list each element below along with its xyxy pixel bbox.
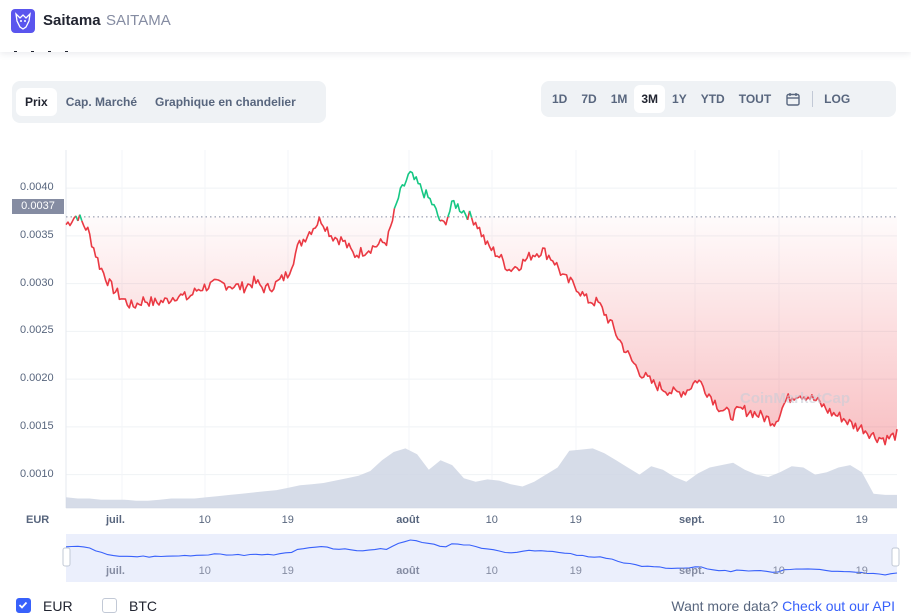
x-tick-label: 10: [485, 514, 498, 526]
y-tick-label: 0.0020: [20, 372, 54, 385]
tab-prix[interactable]: Prix: [16, 88, 57, 116]
y-tick-label: 0.0040: [20, 181, 54, 194]
range-1m[interactable]: 1M: [604, 85, 635, 113]
range-3m[interactable]: 3M: [634, 85, 666, 113]
api-prompt: Want more data? Check out our API: [671, 598, 895, 614]
price-line-up: [393, 170, 441, 222]
x-tick-label: 19: [569, 514, 582, 526]
api-prompt-text: Want more data?: [671, 598, 779, 614]
chart-type-tabs: Prix Cap. Marché Graphique en chandelier: [12, 81, 326, 123]
brush-line: [65, 539, 898, 576]
header: Saitama SAITAMA: [0, 0, 911, 52]
x-tick-label: 19: [281, 514, 294, 526]
brush-x-tick-label: 10: [772, 565, 785, 577]
range-all[interactable]: TOUT: [732, 85, 778, 113]
divider: [812, 91, 814, 107]
range-ytd[interactable]: YTD: [694, 85, 732, 113]
range-1y[interactable]: 1Y: [665, 85, 694, 113]
range-1d[interactable]: 1D: [545, 85, 574, 113]
calendar-icon[interactable]: [778, 85, 808, 113]
volume-area: [66, 448, 897, 508]
brush-x-tick-label: 10: [485, 565, 498, 577]
price-line-down: [65, 215, 77, 227]
partial-header-content: [14, 44, 84, 52]
btc-checkbox[interactable]: [102, 598, 117, 613]
time-range-selector: 1D 7D 1M 3M 1Y YTD TOUT LOG: [541, 81, 896, 117]
x-tick-label: 10: [772, 514, 785, 526]
watermark: CoinMarketCap: [740, 390, 851, 407]
x-tick-label: 10: [198, 514, 211, 526]
y-tick-label: 0.0015: [20, 419, 54, 432]
price-line-down: [81, 208, 396, 309]
eur-label: EUR: [43, 598, 73, 614]
price-line-up: [468, 210, 473, 218]
tab-market-cap[interactable]: Cap. Marché: [57, 88, 146, 116]
y-tick-label: 0.0025: [20, 324, 54, 337]
log-toggle[interactable]: LOG: [817, 85, 857, 113]
brush-x-tick-label: sept.: [679, 565, 705, 577]
price-chart[interactable]: [0, 130, 911, 615]
current-price-tag: 0.0037: [12, 199, 64, 214]
x-tick-label: sept.: [679, 514, 705, 526]
x-tick-label: août: [396, 514, 420, 526]
y-tick-label: 0.0030: [20, 276, 54, 289]
below-reference-fill: [66, 216, 897, 445]
brush-x-tick-label: 10: [198, 565, 211, 577]
y-tick-label: 0.0010: [20, 467, 54, 480]
price-line-up: [447, 199, 469, 221]
footer: EUR BTC Want more data? Check out our AP…: [0, 596, 911, 615]
brush-x-tick-label: juil.: [106, 565, 125, 577]
price-line-down: [470, 217, 898, 446]
brush-x-tick-label: 19: [855, 565, 868, 577]
tab-candlestick[interactable]: Graphique en chandelier: [146, 88, 305, 116]
price-line-down: [439, 216, 449, 226]
brush-handle-left: [62, 547, 71, 567]
brush-x-tick-label: 19: [569, 565, 582, 577]
eur-checkbox[interactable]: [16, 598, 31, 613]
coin-symbol: SAITAMA: [106, 12, 171, 29]
range-7d[interactable]: 7D: [574, 85, 603, 113]
brush-handle-right: [891, 547, 900, 567]
coin-name: Saitama: [43, 12, 101, 29]
brush-x-tick-label: 19: [281, 565, 294, 577]
brush-area: [66, 534, 897, 582]
x-tick-label: juil.: [106, 514, 125, 526]
y-tick-label: 0.0035: [20, 228, 54, 241]
price-line-up: [79, 214, 83, 222]
currency-axis-label: EUR: [26, 514, 50, 526]
brush-x-tick-label: août: [396, 565, 420, 577]
x-tick-label: 19: [855, 514, 868, 526]
btc-label: BTC: [129, 598, 157, 614]
wolf-logo-icon: [11, 9, 35, 33]
api-link[interactable]: Check out our API: [782, 598, 895, 614]
